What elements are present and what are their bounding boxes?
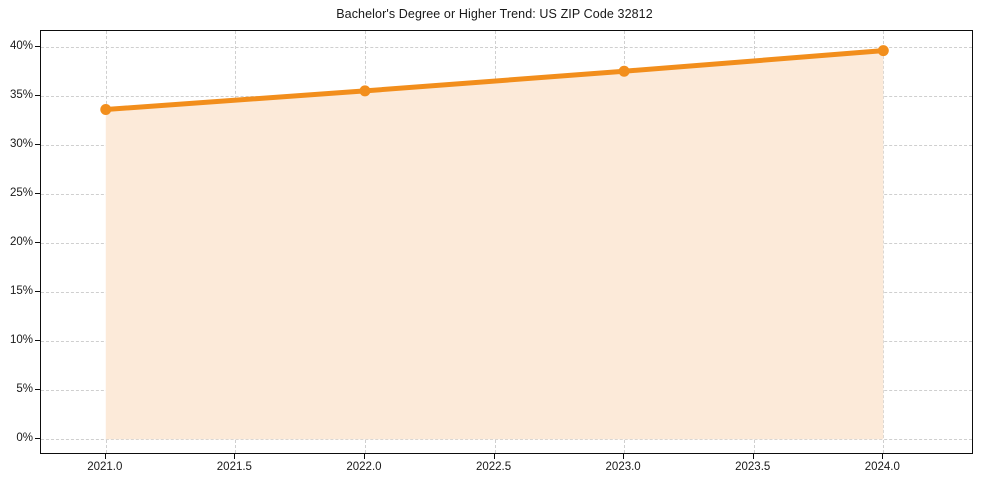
y-axis-tick-labels: 0% 5% 10% 15% 20% 25% 30% 35% 40% xyxy=(0,30,33,454)
chart-title: Bachelor's Degree or Higher Trend: US ZI… xyxy=(336,7,653,21)
x-axis-tick-label: 2022.0 xyxy=(346,461,382,473)
x-axis-tick-label: 2021.5 xyxy=(216,461,252,473)
plot-inner xyxy=(41,31,972,453)
x-axis-tick-mark xyxy=(623,454,625,459)
trend-line xyxy=(103,48,886,113)
y-axis-tick-mark xyxy=(35,242,40,243)
gridline-horizontal xyxy=(41,46,972,48)
series-bachelors-degree-or-higher xyxy=(100,45,889,440)
plot-area xyxy=(40,30,973,454)
x-axis-tick-mark xyxy=(363,454,365,459)
y-axis-tick-mark xyxy=(35,438,40,440)
y-axis-tick-label: 15% xyxy=(9,285,33,298)
data-point-markers xyxy=(100,45,889,116)
x-axis-tick-mark xyxy=(882,454,884,459)
x-axis-tick-mark xyxy=(104,454,106,459)
y-axis-tick-mark xyxy=(35,192,40,194)
area-fill xyxy=(105,50,884,440)
y-axis-tick-label: 5% xyxy=(16,383,33,396)
y-axis-tick-label: 10% xyxy=(9,334,33,347)
y-axis-tick-label: 40% xyxy=(9,39,33,52)
gridline-vertical xyxy=(883,31,885,453)
y-axis-tick-mark xyxy=(35,389,40,391)
x-axis-tick-label: 2021.0 xyxy=(87,461,123,473)
data-point xyxy=(359,85,371,97)
x-axis-tick-mark xyxy=(234,454,236,459)
y-axis-tick-label: 35% xyxy=(9,88,33,101)
y-axis-tick-label: 30% xyxy=(9,137,33,150)
x-axis-tick-mark xyxy=(493,454,495,459)
x-axis-tick-label: 2023.0 xyxy=(605,461,641,473)
y-axis-tick-mark xyxy=(35,291,40,293)
x-axis-tick-label: 2022.5 xyxy=(475,461,512,473)
data-point xyxy=(100,104,112,116)
x-axis-tick-label: 2023.5 xyxy=(735,461,771,473)
data-point xyxy=(618,65,630,77)
x-axis-tick-label: 2024.0 xyxy=(864,461,900,473)
y-axis-tick-mark xyxy=(35,94,40,96)
y-axis-tick-mark xyxy=(35,45,40,47)
x-axis-tick-mark xyxy=(752,454,754,459)
y-axis-tick-label: 0% xyxy=(16,432,33,445)
y-axis-tick-label: 25% xyxy=(9,186,33,199)
gridline-horizontal xyxy=(41,439,972,441)
y-axis-tick-mark xyxy=(35,340,40,342)
y-axis-tick-label: 20% xyxy=(9,236,33,248)
y-axis-tick-mark xyxy=(35,143,40,145)
data-point xyxy=(877,45,889,57)
